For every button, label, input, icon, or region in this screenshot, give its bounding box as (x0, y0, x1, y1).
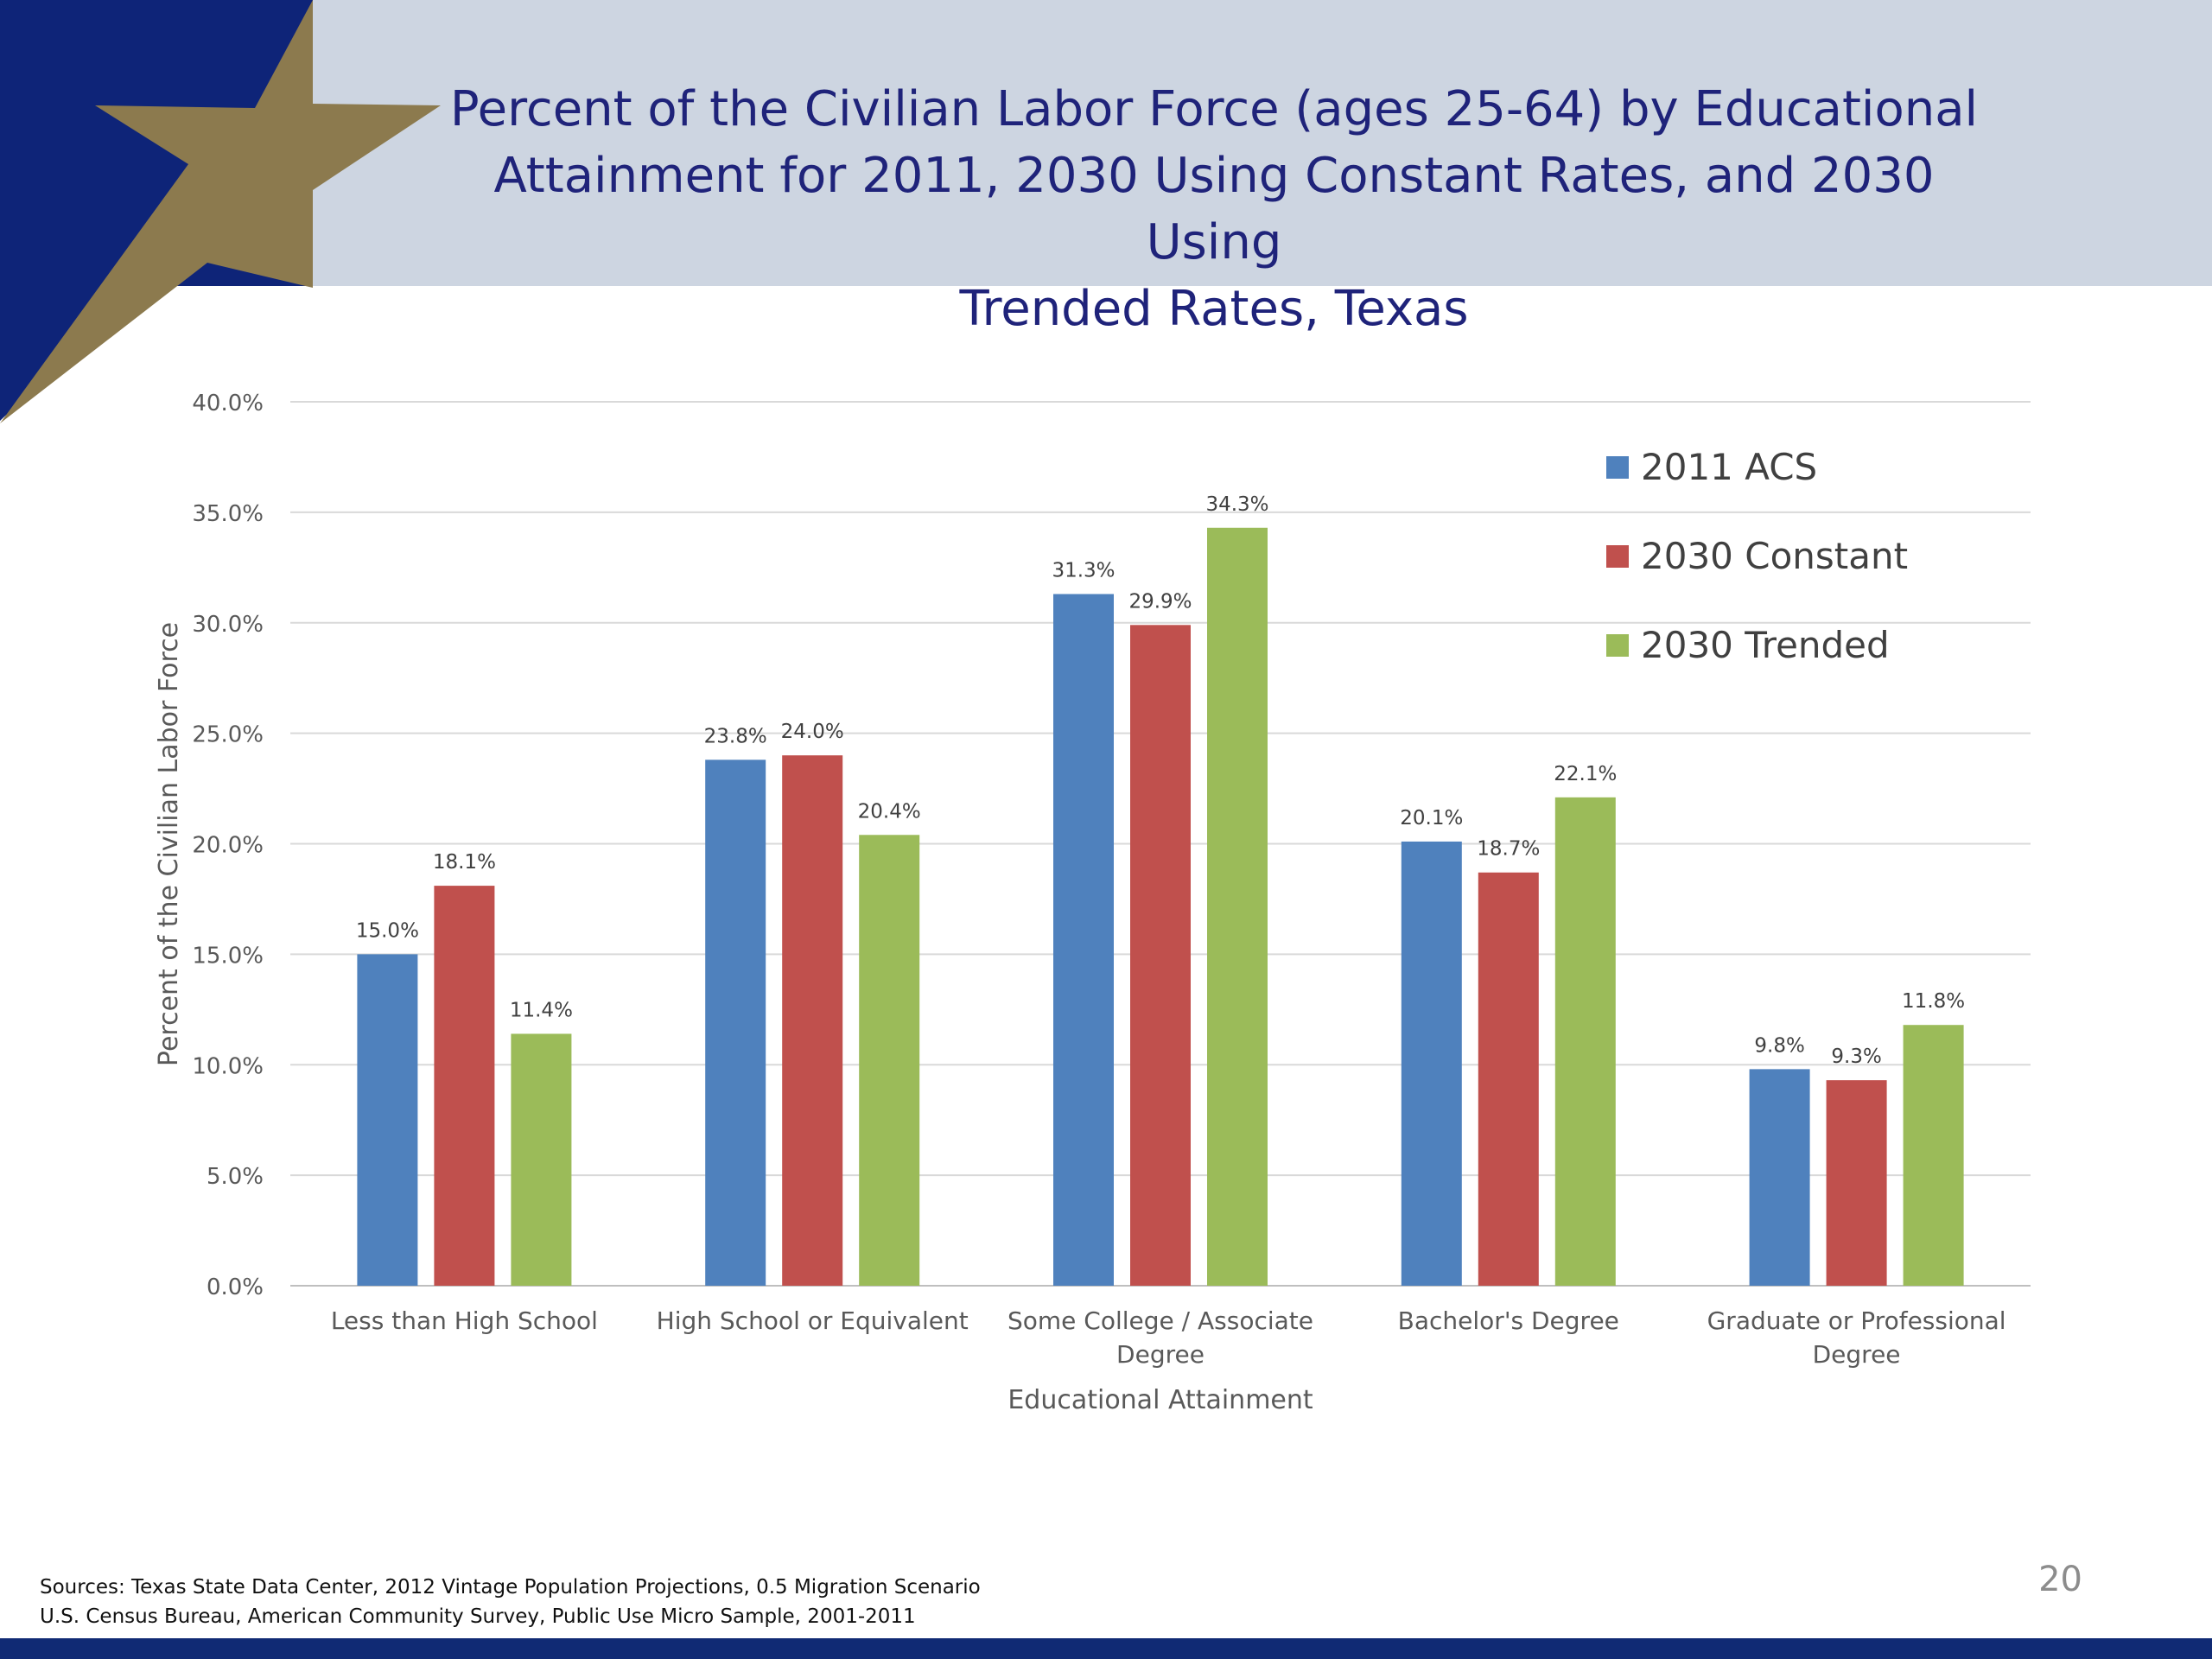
data-label: 31.3% (1052, 560, 1115, 582)
x-axis-title: Educational Attainment (1007, 1385, 1313, 1415)
bar (1826, 1080, 1887, 1286)
y-tick-label: 40.0% (192, 391, 264, 416)
bar (782, 755, 843, 1286)
legend-swatch (1606, 456, 1629, 479)
x-tick-label: Some College / Associate (1007, 1306, 1313, 1335)
legend-swatch (1606, 634, 1629, 657)
legend-label: 2011 ACS (1641, 446, 1817, 488)
bar (1903, 1025, 1964, 1286)
legend-swatch (1606, 545, 1629, 568)
data-label: 22.1% (1554, 763, 1617, 785)
y-tick-label: 5.0% (207, 1164, 264, 1190)
bar (1207, 527, 1268, 1286)
corner-star-logo (0, 0, 441, 423)
sources-line-1: Sources: Texas State Data Center, 2012 V… (40, 1576, 981, 1599)
data-label: 15.0% (356, 919, 419, 942)
data-label: 18.7% (1477, 838, 1540, 861)
sources-line-2: U.S. Census Bureau, American Community S… (40, 1605, 916, 1628)
bar (1053, 594, 1114, 1286)
data-label: 24.0% (781, 721, 844, 743)
y-tick-label: 10.0% (192, 1053, 264, 1079)
x-tick-label: Less than High School (331, 1306, 598, 1335)
bar (1749, 1069, 1810, 1286)
data-label: 20.1% (1400, 807, 1463, 830)
data-label: 23.8% (704, 725, 767, 747)
x-tick-label: Degree (1813, 1340, 1901, 1369)
bar (357, 954, 418, 1286)
x-tick-label: Bachelor's Degree (1398, 1306, 1619, 1335)
bar (511, 1033, 572, 1286)
y-tick-label: 20.0% (192, 833, 264, 859)
legend-label: 2030 Constant (1641, 535, 1908, 577)
data-label: 11.8% (1902, 990, 1965, 1013)
y-tick-label: 25.0% (192, 722, 264, 748)
data-label: 20.4% (858, 800, 921, 823)
y-tick-label: 15.0% (192, 943, 264, 969)
data-label: 34.3% (1205, 493, 1268, 516)
bar (859, 835, 920, 1286)
legend-label: 2030 Trended (1641, 624, 1890, 666)
x-tick-label: High School or Equivalent (657, 1306, 969, 1335)
gold-star-icon (0, 0, 441, 423)
data-label: 9.8% (1754, 1034, 1804, 1057)
bar (434, 886, 495, 1286)
y-tick-label: 30.0% (192, 612, 264, 638)
bar (705, 760, 766, 1286)
slide-title: Percent of the Civilian Labor Force (age… (441, 76, 1987, 342)
data-label: 9.3% (1831, 1046, 1881, 1068)
bar (1478, 872, 1539, 1286)
data-label: 29.9% (1128, 590, 1192, 613)
x-tick-label: Degree (1116, 1340, 1205, 1369)
data-label: 11.4% (510, 999, 573, 1021)
y-axis-title: Percent of the Civilian Labor Force (154, 622, 184, 1066)
bar (1401, 841, 1462, 1286)
y-tick-label: 35.0% (192, 501, 264, 527)
bar (1554, 797, 1616, 1286)
bar (1130, 625, 1191, 1286)
slide-title-line-1: Percent of the Civilian Labor Force (age… (449, 81, 1979, 137)
slide-title-line-2: Attainment for 2011, 2030 Using Constant… (493, 148, 1935, 270)
bottom-bar (0, 1638, 2212, 1659)
data-label: 18.1% (433, 851, 496, 874)
slide-title-line-3: Trended Rates, Texas (959, 281, 1469, 337)
page-number: 20 (2038, 1560, 2082, 1599)
y-tick-label: 0.0% (207, 1274, 264, 1300)
sources-note: Sources: Texas State Data Center, 2012 V… (40, 1573, 981, 1631)
x-tick-label: Graduate or Professional (1707, 1306, 2006, 1335)
